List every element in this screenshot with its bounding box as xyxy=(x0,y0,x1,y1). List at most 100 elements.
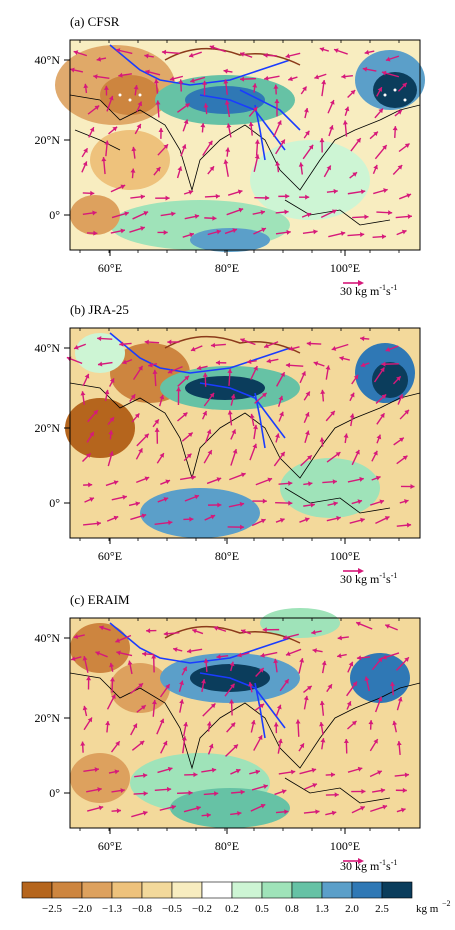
wind-vector xyxy=(201,679,206,693)
wind-vector xyxy=(381,361,399,367)
lat-tick-label: 40°N xyxy=(35,341,61,355)
wind-vector xyxy=(183,453,192,462)
wind-vector xyxy=(108,769,120,775)
wind-vector xyxy=(83,717,93,731)
wind-vector xyxy=(275,139,286,155)
wind-vector xyxy=(343,433,349,444)
wind-vector xyxy=(83,520,102,526)
lon-tick-label: 100°E xyxy=(330,839,360,853)
wind-vector xyxy=(154,786,172,792)
wind-vector xyxy=(226,123,232,138)
wind-vector xyxy=(325,410,336,422)
wind-vector xyxy=(275,161,281,173)
wind-vector xyxy=(325,365,331,380)
wind-vector xyxy=(303,107,309,119)
wind-vector xyxy=(86,431,95,443)
wind-vector xyxy=(275,809,289,815)
wind-vector xyxy=(82,210,97,216)
wind-vector xyxy=(196,365,208,371)
wind-vector xyxy=(298,162,304,175)
wind-vector xyxy=(203,791,219,797)
wind-vector xyxy=(155,195,170,201)
wind-vector xyxy=(213,626,227,632)
colorbar-swatch xyxy=(381,881,413,899)
wind-vector xyxy=(122,358,133,365)
wind-vector xyxy=(176,166,183,179)
map-b-contours xyxy=(164,335,301,354)
wind-vector xyxy=(188,51,202,58)
wind-vector xyxy=(368,720,374,730)
wind-vector xyxy=(207,229,222,236)
wind-vector xyxy=(385,345,399,352)
wind-vector xyxy=(81,161,88,173)
wind-vector xyxy=(108,377,115,387)
wind-vector xyxy=(158,394,165,407)
wind-vector xyxy=(264,75,280,81)
wind-vector xyxy=(396,696,403,711)
colorbar: −2.5 −2.0 −1.3 −0.8 −0.5 −0.2 0.2 0.5 0.8 1.3 2.0 2… xyxy=(21,881,451,915)
wind-vector xyxy=(392,375,402,385)
colorbar-swatch xyxy=(201,881,233,899)
wind-vector xyxy=(278,411,284,422)
wind-vector xyxy=(226,722,236,733)
lon-tick-label: 80°E xyxy=(215,839,239,853)
wind-vector xyxy=(393,437,405,446)
wind-vector xyxy=(252,209,266,215)
wind-vector xyxy=(129,393,136,402)
wind-vector xyxy=(131,413,140,423)
wind-vector xyxy=(201,410,208,420)
wind-vector xyxy=(274,99,280,117)
wind-vector xyxy=(95,651,108,658)
wind-vector xyxy=(110,228,126,234)
wind-vector xyxy=(342,120,348,137)
wind-vector xyxy=(158,127,164,139)
wind-vector xyxy=(110,740,121,753)
wind-vector xyxy=(240,629,251,635)
wind-vector xyxy=(370,499,385,506)
wind-vector xyxy=(224,228,238,235)
map-b-vectors xyxy=(66,336,415,530)
wind-vector xyxy=(144,53,154,59)
wind-vector xyxy=(183,805,201,813)
wind-vector xyxy=(182,232,195,238)
wind-vector xyxy=(314,73,327,80)
wind-vector xyxy=(130,168,136,179)
wind-vector xyxy=(223,159,229,177)
wind-vector xyxy=(209,45,227,53)
wind-vector xyxy=(204,193,220,199)
wind-vector xyxy=(303,685,313,693)
wind-vector xyxy=(349,413,355,427)
wind-vector xyxy=(396,229,407,236)
wind-vector xyxy=(109,677,115,693)
wind-vector xyxy=(108,430,114,440)
wind-vector xyxy=(346,720,357,730)
wind-vector xyxy=(116,650,133,657)
wind-vector xyxy=(313,361,325,367)
wind-vector xyxy=(282,633,299,640)
wind-vector xyxy=(105,480,119,487)
wind-vector xyxy=(376,210,393,216)
wind-vector xyxy=(183,722,189,737)
map-b-field xyxy=(65,328,420,538)
wind-vector xyxy=(356,655,371,661)
wind-vector xyxy=(346,701,352,710)
wind-vector xyxy=(344,106,350,116)
wind-vector xyxy=(106,515,119,522)
wind-vector xyxy=(251,518,266,527)
wind-vector xyxy=(385,55,400,62)
wind-vector xyxy=(303,481,313,487)
wind-vector xyxy=(157,766,173,774)
wind-vector xyxy=(273,84,279,95)
wind-vector xyxy=(392,164,403,176)
wind-vector xyxy=(392,720,398,733)
wind-vector xyxy=(179,699,185,713)
wind-vector xyxy=(325,792,339,798)
lat-tick-label: 0° xyxy=(49,208,60,222)
wind-vector xyxy=(230,393,236,406)
wind-vector xyxy=(397,394,404,405)
wind-vector xyxy=(83,83,89,94)
wind-vector xyxy=(364,49,375,55)
wind-vector xyxy=(215,360,227,366)
wind-vector xyxy=(288,346,300,351)
wind-vector xyxy=(254,195,270,201)
